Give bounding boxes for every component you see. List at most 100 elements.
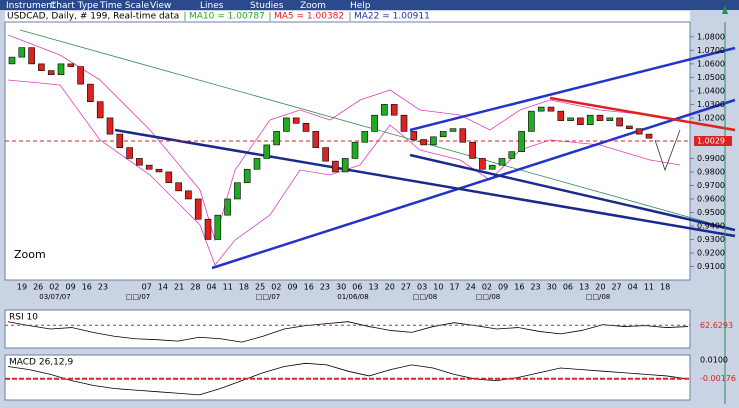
x-tick-label: 04 — [206, 283, 216, 292]
month-label: □□/08 — [586, 293, 611, 301]
ma5-label: MA5 = 1.00382 — [274, 12, 344, 22]
x-tick-label: 26 — [33, 283, 43, 292]
candle — [361, 131, 369, 143]
candle — [567, 117, 574, 121]
projection — [654, 129, 681, 172]
upper-band — [7, 34, 681, 242]
overlays — [7, 29, 736, 270]
candle — [332, 160, 339, 173]
menu-item[interactable]: Instrument — [6, 1, 56, 11]
x-tick-label: 30 — [547, 283, 557, 292]
x-tick-label: 09 — [287, 283, 297, 292]
candle — [645, 133, 653, 139]
x-tick-label: 02 — [271, 283, 281, 292]
candle — [469, 141, 476, 159]
y-tick-label: 1.0200 — [697, 113, 725, 122]
candle — [57, 63, 65, 75]
candle — [430, 136, 437, 146]
menu-item[interactable]: Studies — [250, 1, 284, 11]
x-tick-label: 04 — [628, 283, 638, 292]
menu-item[interactable]: Chart Type — [50, 1, 99, 11]
candle — [371, 114, 378, 132]
ma10-label: MA10 = 1.00787 — [189, 12, 265, 22]
y-tick-label: 0.9100 — [697, 262, 725, 271]
macd-top-label: 0.0100 — [700, 356, 728, 365]
candle — [596, 114, 604, 121]
last-price-label: 1.0029 — [697, 137, 725, 146]
y-tick-label: 0.9800 — [697, 167, 725, 176]
month-label: □□/07 — [256, 293, 281, 301]
menu-item[interactable]: Lines — [200, 1, 224, 11]
x-tick-label: 25 — [255, 283, 265, 292]
x-tick-label: 11 — [644, 283, 654, 292]
x-tick-label: 03 — [417, 283, 427, 292]
candle — [28, 47, 35, 65]
month-label: 03/07/07 — [39, 293, 70, 301]
x-tick-label: 20 — [595, 283, 605, 292]
month-label: □□/07 — [126, 293, 151, 301]
candle — [351, 141, 359, 159]
candle — [38, 63, 45, 71]
candle — [547, 106, 555, 112]
macd-level-label: -0.00176 — [700, 374, 736, 383]
candle — [312, 131, 320, 148]
menu-item[interactable]: View — [150, 1, 171, 11]
candle — [292, 117, 300, 124]
y-tick-label: 0.9700 — [697, 181, 725, 190]
x-tick-label: 23 — [320, 283, 330, 292]
menu-item[interactable]: Time Scale — [99, 1, 150, 11]
x-tick-label: 10 — [433, 283, 443, 292]
symbol-label: USDCAD, Daily, # 199, Real-time data — [7, 12, 179, 22]
x-tick-label: 11 — [223, 283, 233, 292]
y-tick-label: 1.0500 — [697, 73, 725, 82]
x-tick-label: 30 — [336, 283, 346, 292]
y-tick-label: 1.0400 — [697, 86, 725, 95]
candle — [116, 133, 124, 148]
x-tick-label: 14 — [158, 283, 168, 292]
menu-item[interactable]: Zoom — [300, 1, 326, 11]
candle — [302, 123, 310, 132]
x-tick-label: 17 — [449, 283, 459, 292]
x-tick-label: 18 — [660, 283, 670, 292]
x-tick-label: 16 — [82, 283, 92, 292]
trend-line — [409, 153, 736, 232]
y-tick-label: 1.0300 — [697, 100, 725, 109]
macd-label: MACD 26,12,9 — [9, 358, 73, 368]
y-tick-label: 1.0600 — [697, 59, 725, 68]
x-tick-label: 19 — [17, 283, 27, 292]
ma22-label: MA22 = 1.00911 — [354, 12, 430, 22]
candle — [498, 158, 506, 166]
rsi-label: RSI 10 — [9, 313, 38, 323]
candle — [616, 117, 623, 127]
header-bar — [5, 11, 690, 22]
x-tick-label: 23 — [98, 283, 108, 292]
y-tick-label: 0.9500 — [697, 208, 725, 217]
candle — [537, 106, 545, 112]
x-tick-label: 02 — [49, 283, 59, 292]
month-label: □□/08 — [413, 293, 438, 301]
x-tick-label: 16 — [304, 283, 314, 292]
candle — [136, 158, 143, 166]
macd-line — [7, 362, 689, 396]
candle — [273, 131, 280, 146]
macd-panel — [4, 354, 691, 401]
x-tick-label: 24 — [466, 283, 476, 292]
rsi-line — [7, 321, 689, 343]
candle — [410, 131, 418, 140]
y-tick-label: 1.0700 — [697, 46, 725, 55]
y-tick-label: 0.9900 — [697, 154, 725, 163]
trend-line — [114, 128, 736, 238]
x-tick-label: 13 — [579, 283, 589, 292]
x-tick-label: 13 — [368, 283, 378, 292]
menu-item[interactable]: Help — [350, 1, 371, 11]
x-tick-label: 28 — [190, 283, 200, 292]
candle — [488, 164, 496, 170]
menu-bar — [0, 0, 739, 10]
candle — [155, 168, 163, 173]
candle — [635, 128, 643, 135]
last-price-box — [694, 136, 732, 147]
trend-line — [211, 98, 736, 270]
zoom-label: Zoom — [14, 248, 46, 261]
candle — [8, 56, 16, 65]
